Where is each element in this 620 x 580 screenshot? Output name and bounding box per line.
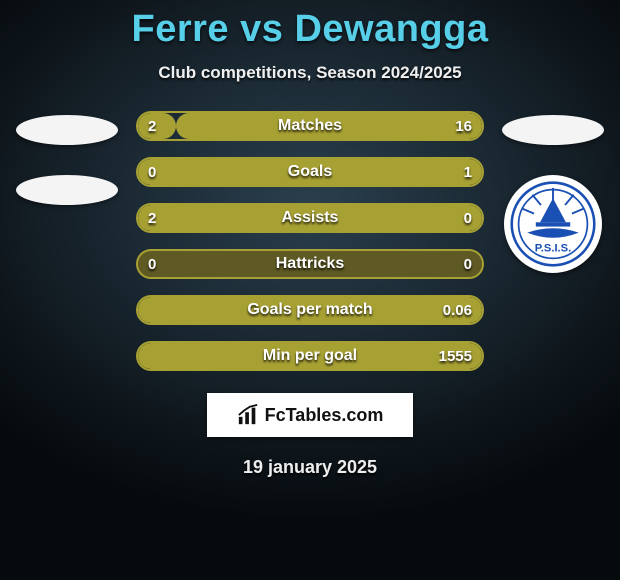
stat-bar: 216Matches bbox=[136, 111, 484, 141]
player-photo-placeholder-left bbox=[16, 115, 118, 145]
stat-bar: 20Assists bbox=[136, 203, 484, 233]
psis-logo-icon: P.S.I.S. bbox=[510, 181, 596, 267]
stat-value-left: 0 bbox=[148, 251, 156, 277]
page-title: Ferre vs Dewangga bbox=[0, 0, 620, 51]
stat-bar: 1555Min per goal bbox=[136, 341, 484, 371]
chart-icon bbox=[237, 404, 259, 426]
stat-bar: 01Goals bbox=[136, 157, 484, 187]
bar-fill-right bbox=[138, 343, 482, 369]
content-root: Ferre vs Dewangga Club competitions, Sea… bbox=[0, 0, 620, 580]
stat-bar: 0.06Goals per match bbox=[136, 295, 484, 325]
branding-badge: FcTables.com bbox=[207, 393, 413, 437]
stat-label: Hattricks bbox=[138, 251, 482, 277]
bar-fill-left bbox=[138, 205, 482, 231]
branding-text: FcTables.com bbox=[265, 405, 384, 426]
club-logo-placeholder-left bbox=[16, 175, 118, 205]
bar-fill-right bbox=[138, 297, 482, 323]
stat-value-right: 0 bbox=[464, 251, 472, 277]
bar-fill-left bbox=[138, 113, 176, 139]
bar-fill-right bbox=[176, 113, 482, 139]
main-row: 216Matches 01Goals 20Assists 0 0Hattricks 0.0… bbox=[0, 111, 620, 371]
club-logo-right: P.S.I.S. bbox=[504, 175, 602, 273]
date-text: 19 january 2025 bbox=[0, 457, 620, 478]
stats-bars: 216Matches 01Goals 20Assists 0 0Hattricks 0.0… bbox=[136, 111, 484, 371]
svg-text:P.S.I.S.: P.S.I.S. bbox=[535, 243, 571, 255]
stat-bar: 0 0Hattricks bbox=[136, 249, 484, 279]
right-column: P.S.I.S. bbox=[498, 111, 608, 273]
player-photo-placeholder-right bbox=[502, 115, 604, 145]
bar-fill-right bbox=[138, 159, 482, 185]
left-column bbox=[12, 111, 122, 205]
subtitle: Club competitions, Season 2024/2025 bbox=[0, 63, 620, 83]
